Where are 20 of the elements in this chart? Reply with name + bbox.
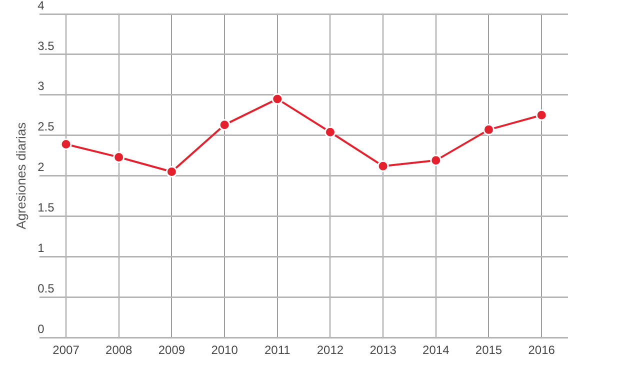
x-tick-label: 2016 xyxy=(528,343,556,358)
y-tick-label: 2.5 xyxy=(38,120,55,134)
x-tick-label: 2014 xyxy=(422,343,450,358)
y-tick-label: 3 xyxy=(38,79,45,94)
y-tick-label: 4 xyxy=(38,0,45,12)
x-tick-label: 2008 xyxy=(106,343,133,358)
x-tick-label: 2009 xyxy=(158,343,186,358)
x-tick-label: 2015 xyxy=(475,343,502,358)
x-tick-label: 2013 xyxy=(370,343,397,358)
y-tick-label: 0 xyxy=(38,322,45,336)
y-tick-label: 0.5 xyxy=(38,281,55,296)
y-tick-label: 1.5 xyxy=(38,200,55,215)
x-tick-label: 2007 xyxy=(52,343,80,358)
x-tick-label: 2012 xyxy=(316,343,344,358)
x-tick-label: 2011 xyxy=(264,343,291,358)
y-tick-label: 1 xyxy=(38,241,45,256)
y-axis-title: Agresiones diarias xyxy=(13,122,28,230)
y-tick-label: 3.5 xyxy=(38,38,55,53)
y-tick-label: 2 xyxy=(38,160,45,174)
x-tick-label: 2010 xyxy=(211,343,238,358)
